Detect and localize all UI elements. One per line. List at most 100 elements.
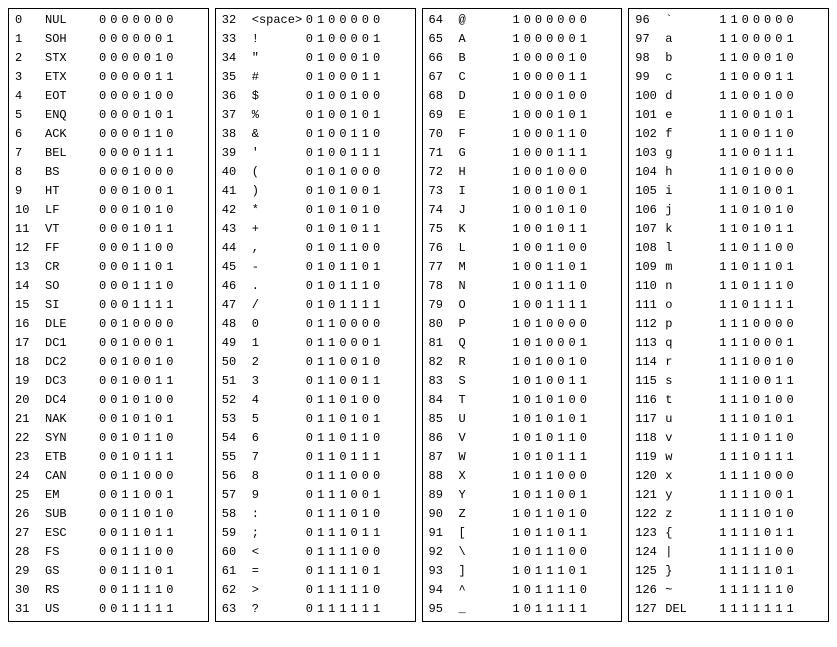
binary-value: 0011111 — [99, 600, 177, 619]
symbol-value: { — [661, 524, 719, 543]
binary-value: 1101011 — [719, 220, 797, 239]
table-row: 79O1001111 — [429, 296, 616, 315]
table-row: 104h1101000 — [635, 163, 822, 182]
symbol-value: M — [455, 258, 513, 277]
symbol-value: ) — [248, 182, 306, 201]
decimal-value: 44 — [222, 239, 248, 258]
binary-value: 0000100 — [99, 87, 177, 106]
symbol-value: : — [248, 505, 306, 524]
decimal-value: 102 — [635, 125, 661, 144]
binary-value: 0000000 — [99, 11, 177, 30]
binary-value: 1001100 — [513, 239, 591, 258]
symbol-value: o — [661, 296, 719, 315]
symbol-value: R — [455, 353, 513, 372]
symbol-value: 7 — [248, 448, 306, 467]
binary-value: 1110011 — [719, 372, 797, 391]
table-row: 4EOT0000100 — [15, 87, 202, 106]
table-row: 5460110110 — [222, 429, 409, 448]
decimal-value: 3 — [15, 68, 41, 87]
table-row: 90Z1011010 — [429, 505, 616, 524]
table-row: 32<space>0100000 — [222, 11, 409, 30]
table-row: 44,0101100 — [222, 239, 409, 258]
decimal-value: 87 — [429, 448, 455, 467]
symbol-value: P — [455, 315, 513, 334]
decimal-value: 35 — [222, 68, 248, 87]
symbol-value: _ — [455, 600, 513, 619]
symbol-value: DC2 — [41, 353, 99, 372]
table-row: 41)0101001 — [222, 182, 409, 201]
table-row: 106j1101010 — [635, 201, 822, 220]
decimal-value: 46 — [222, 277, 248, 296]
binary-value: 0111100 — [306, 543, 384, 562]
decimal-value: 110 — [635, 277, 661, 296]
decimal-value: 79 — [429, 296, 455, 315]
decimal-value: 26 — [15, 505, 41, 524]
decimal-value: 41 — [222, 182, 248, 201]
decimal-value: 70 — [429, 125, 455, 144]
binary-value: 1101110 — [719, 277, 797, 296]
decimal-value: 88 — [429, 467, 455, 486]
binary-value: 1111001 — [719, 486, 797, 505]
binary-value: 1111010 — [719, 505, 797, 524]
symbol-value: A — [455, 30, 513, 49]
table-row: 105i1101001 — [635, 182, 822, 201]
decimal-value: 95 — [429, 600, 455, 619]
decimal-value: 11 — [15, 220, 41, 239]
decimal-value: 55 — [222, 448, 248, 467]
table-row: 116t1110100 — [635, 391, 822, 410]
decimal-value: 89 — [429, 486, 455, 505]
binary-value: 0000101 — [99, 106, 177, 125]
symbol-value: r — [661, 353, 719, 372]
binary-value: 1011101 — [513, 562, 591, 581]
binary-value: 1111101 — [719, 562, 797, 581]
symbol-value: 5 — [248, 410, 306, 429]
symbol-value: T — [455, 391, 513, 410]
table-row: 123{1111011 — [635, 524, 822, 543]
decimal-value: 94 — [429, 581, 455, 600]
decimal-value: 104 — [635, 163, 661, 182]
decimal-value: 38 — [222, 125, 248, 144]
binary-value: 0010001 — [99, 334, 177, 353]
table-row: 115s1110011 — [635, 372, 822, 391]
symbol-value: B — [455, 49, 513, 68]
binary-value: 0101110 — [306, 277, 384, 296]
binary-value: 0011101 — [99, 562, 177, 581]
decimal-value: 92 — [429, 543, 455, 562]
symbol-value: " — [248, 49, 306, 68]
table-row: 5570110111 — [222, 448, 409, 467]
symbol-value: > — [248, 581, 306, 600]
symbol-value: ESC — [41, 524, 99, 543]
symbol-value: SYN — [41, 429, 99, 448]
symbol-value: G — [455, 144, 513, 163]
decimal-value: 98 — [635, 49, 661, 68]
decimal-value: 39 — [222, 144, 248, 163]
binary-value: 0101111 — [306, 296, 384, 315]
table-row: 81Q1010001 — [429, 334, 616, 353]
symbol-value: f — [661, 125, 719, 144]
binary-value: 0010100 — [99, 391, 177, 410]
symbol-value: } — [661, 562, 719, 581]
table-row: 12FF0001100 — [15, 239, 202, 258]
symbol-value: j — [661, 201, 719, 220]
binary-value: 0111110 — [306, 581, 384, 600]
decimal-value: 84 — [429, 391, 455, 410]
symbol-value: 6 — [248, 429, 306, 448]
decimal-value: 34 — [222, 49, 248, 68]
symbol-value: * — [248, 201, 306, 220]
decimal-value: 59 — [222, 524, 248, 543]
decimal-value: 120 — [635, 467, 661, 486]
binary-value: 1111000 — [719, 467, 797, 486]
binary-value: 0111111 — [306, 600, 384, 619]
symbol-value: K — [455, 220, 513, 239]
symbol-value: 0 — [248, 315, 306, 334]
decimal-value: 13 — [15, 258, 41, 277]
decimal-value: 118 — [635, 429, 661, 448]
decimal-value: 25 — [15, 486, 41, 505]
table-row: 8BS0001000 — [15, 163, 202, 182]
symbol-value: 9 — [248, 486, 306, 505]
decimal-value: 85 — [429, 410, 455, 429]
table-row: 47/0101111 — [222, 296, 409, 315]
symbol-value: # — [248, 68, 306, 87]
ascii-column-1: 0NUL00000001SOH00000012STX00000103ETX000… — [8, 8, 209, 622]
table-row: 3ETX0000011 — [15, 68, 202, 87]
